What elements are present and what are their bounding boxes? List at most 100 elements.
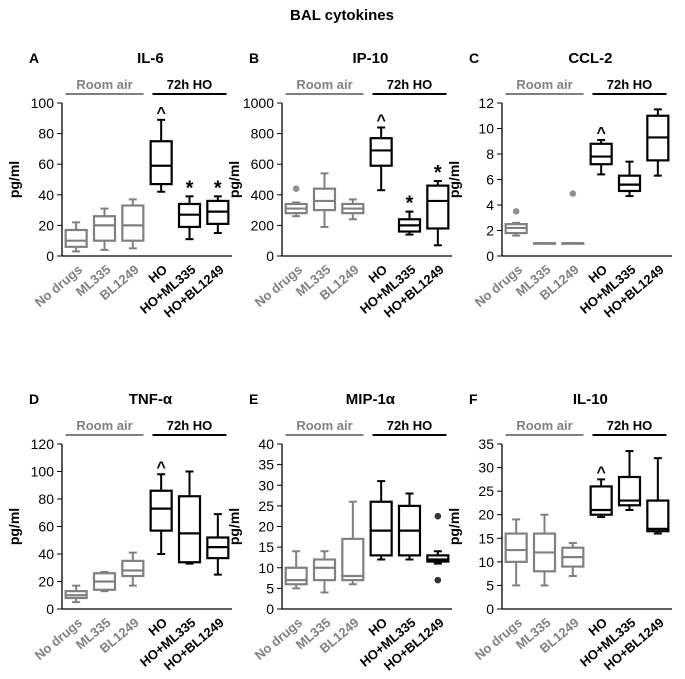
box-bl1249: [121, 551, 145, 587]
y-tick-label: 12: [478, 95, 494, 111]
group-label-72h-ho: 72h HO: [167, 418, 213, 433]
box-ml335: [92, 570, 117, 593]
group-label-72h-ho: 72h HO: [167, 77, 213, 92]
y-tick-label: 400: [251, 187, 275, 203]
box-no-drugs: [284, 550, 308, 590]
box-ho: ^: [369, 112, 393, 192]
y-tick-label: 80: [38, 491, 54, 507]
box-ho-bl1249: [646, 108, 670, 177]
box-iqr: [312, 558, 337, 582]
y-tick-label: 0: [46, 248, 54, 264]
y-axis-label: pg/ml: [446, 508, 462, 545]
box-ml335: [312, 172, 337, 228]
box-ho-ml335: *: [397, 193, 422, 236]
y-axis-label: pg/ml: [6, 508, 22, 545]
y-axis-label: pg/ml: [226, 508, 242, 545]
box-iqr: [177, 495, 202, 564]
significance-caret: ^: [596, 125, 605, 142]
panel-letter: D: [29, 391, 39, 407]
y-tick-label: 0: [266, 601, 274, 617]
box-ho-ml335: [177, 470, 202, 565]
box-ml335: [312, 550, 337, 594]
box-ho-bl1249: [646, 457, 670, 535]
y-axis-label: pg/ml: [446, 161, 462, 198]
box-iqr: [589, 142, 613, 166]
y-tick-label: 30: [478, 460, 494, 476]
y-tick-label: 15: [478, 530, 494, 546]
significance-caret: ^: [156, 459, 165, 476]
figure-title: BAL cytokines: [290, 7, 394, 24]
y-tick-label: 40: [38, 546, 54, 562]
y-axis-label: pg/ml: [226, 161, 242, 198]
significance-caret: ^: [596, 464, 605, 481]
box-no-drugs: [64, 584, 88, 604]
y-tick-label: 20: [258, 519, 274, 535]
box-ho: [369, 480, 393, 561]
outlier-point: [434, 576, 442, 584]
significance-star: *: [214, 177, 222, 199]
box-ho-ml335: *: [177, 177, 202, 241]
group-label-room-air: Room air: [76, 77, 132, 92]
group-label-72h-ho: 72h HO: [607, 77, 653, 92]
y-tick-label: 600: [251, 156, 275, 172]
box-iqr: [92, 215, 117, 242]
group-label-72h-ho: 72h HO: [607, 418, 653, 433]
outlier-point: [292, 185, 300, 192]
box-iqr: [426, 184, 450, 230]
y-tick-label: 5: [486, 577, 494, 593]
box-no-drugs: [64, 221, 88, 253]
group-label-72h-ho: 72h HO: [387, 77, 433, 92]
group-label-room-air: Room air: [516, 418, 572, 433]
y-tick-label: 0: [266, 248, 274, 264]
outlier-point: [569, 190, 577, 197]
box-bl1249: [561, 542, 585, 577]
box-no-drugs: [284, 185, 308, 218]
box-no-drugs: [504, 518, 528, 587]
panel-title: CCL-2: [568, 50, 612, 67]
box-ho-bl1249: [426, 512, 450, 584]
box-iqr: [284, 566, 308, 586]
panel-letter: A: [29, 50, 39, 66]
y-tick-label: 0: [486, 248, 494, 264]
outlier-point: [512, 208, 520, 215]
box-iqr: [149, 140, 173, 186]
box-iqr: [341, 537, 365, 582]
box-iqr: [121, 559, 145, 578]
y-tick-label: 6: [486, 172, 494, 188]
panel-title: TNF-α: [129, 391, 173, 408]
panel-letter: C: [469, 50, 479, 66]
box-ml335: [92, 207, 117, 251]
y-tick-label: 0: [46, 601, 54, 617]
panel-d: D TNF-α Room air 72h HO 0 20 40 60 80 100 120 pg/ml…: [6, 391, 232, 673]
box-bl1249: [341, 198, 365, 221]
significance-star: *: [434, 162, 442, 184]
outlier-point: [434, 512, 442, 520]
panel-title: IP-10: [352, 50, 388, 67]
y-tick-label: 35: [478, 436, 494, 452]
y-tick-label: 80: [38, 126, 54, 142]
box-ho: ^: [589, 125, 613, 176]
box-ho-ml335: [617, 450, 642, 511]
y-tick-label: 25: [258, 498, 274, 514]
box-ho: ^: [589, 464, 613, 519]
y-tick-label: 60: [38, 519, 54, 535]
significance-star: *: [186, 177, 194, 199]
y-tick-label: 200: [251, 217, 275, 233]
y-tick-label: 10: [258, 560, 274, 576]
y-tick-label: 2: [486, 223, 494, 239]
y-tick-label: 20: [478, 507, 494, 523]
y-tick-label: 1000: [243, 95, 274, 111]
y-tick-label: 8: [486, 146, 494, 162]
box-iqr: [646, 499, 670, 533]
panel-letter: E: [249, 391, 258, 407]
group-label-room-air: Room air: [296, 77, 352, 92]
group-label-room-air: Room air: [516, 77, 572, 92]
box-iqr: [64, 228, 88, 248]
group-label-72h-ho: 72h HO: [387, 418, 433, 433]
y-tick-label: 100: [31, 464, 55, 480]
box-iqr: [504, 532, 528, 563]
y-tick-label: 20: [38, 574, 54, 590]
box-bl1249: [341, 500, 365, 586]
y-tick-label: 10: [478, 121, 494, 137]
